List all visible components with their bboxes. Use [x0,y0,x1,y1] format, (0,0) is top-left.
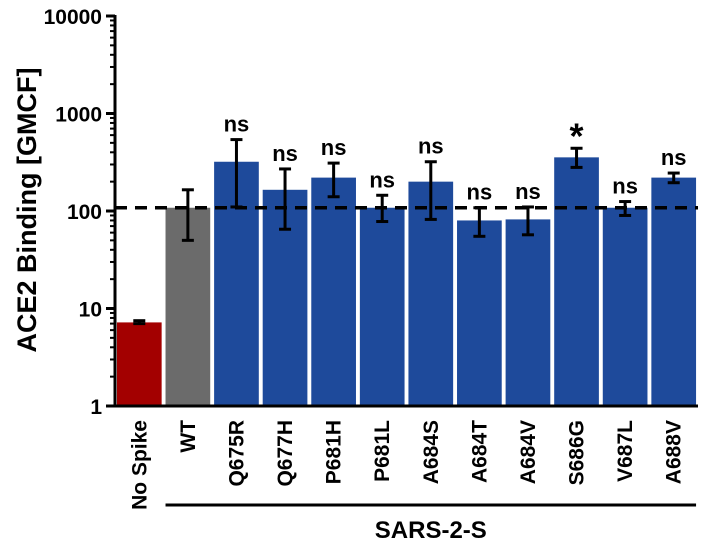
error-bar [133,319,146,326]
significance-label: ns [418,134,444,159]
x-tick-label: A684T [468,420,491,483]
error-bar [376,193,389,224]
bar-a684t [457,220,502,406]
significance-label: ns [321,135,347,160]
error-bars-layer [133,138,680,326]
bar-a688v [651,177,697,406]
x-tick-labels-layer: No Spike WT Q675R Q677H P681H P681L A684S A684T… [128,420,685,510]
x-tick-label: S686G [566,420,589,485]
error-bar [619,200,632,217]
bar-no-spike [116,322,162,406]
bar-a684v [505,219,551,406]
y-ticks-layer: 1 10 100 1000 10000 [44,6,115,419]
y-tick-label: 100 [67,201,102,224]
x-tick-label: No Spike [128,420,151,510]
error-bar [521,205,534,237]
error-bar [473,206,486,238]
x-tick-label: A684S [420,420,443,484]
group-bracket: SARS-2-S [165,503,697,544]
error-bar [230,138,243,209]
significance-label: ns [272,141,298,166]
significance-label: ns [467,180,493,205]
error-bar [667,171,680,185]
bar-p681h [311,177,356,406]
x-tick-label: P681L [371,420,394,482]
error-bar [181,188,194,242]
x-tick-label: A684V [517,420,540,484]
y-tick-label: 1 [90,396,102,419]
bar-v687l [602,207,648,406]
error-bar [424,160,437,221]
significance-label: ns [224,112,250,137]
group-label: SARS-2-S [375,517,487,544]
x-tick-label: P681H [323,420,346,484]
error-bar [327,161,340,199]
y-tick-label: 10 [79,299,102,322]
bars-layer [116,157,697,406]
y-tick-label: 10000 [44,6,102,29]
x-tick-label: Q675R [225,420,248,487]
bar-p681l [359,207,405,406]
significance-label: ns [369,167,395,192]
significance-label: ns [515,179,541,204]
x-tick-label: V687L [614,420,637,482]
x-tick-label: WT [177,420,200,453]
error-bar [279,167,292,231]
y-tick-label: 1000 [55,104,102,127]
x-tick-label: Q677H [274,420,297,487]
significance-label: ns [661,145,687,170]
error-bar [570,146,583,169]
significance-label: * [570,115,584,156]
bar-s686g [554,157,599,406]
x-tick-label: A688V [663,420,686,484]
y-axis-title: ACE2 Binding [GMCF] [12,68,42,353]
significance-label: ns [612,174,638,199]
